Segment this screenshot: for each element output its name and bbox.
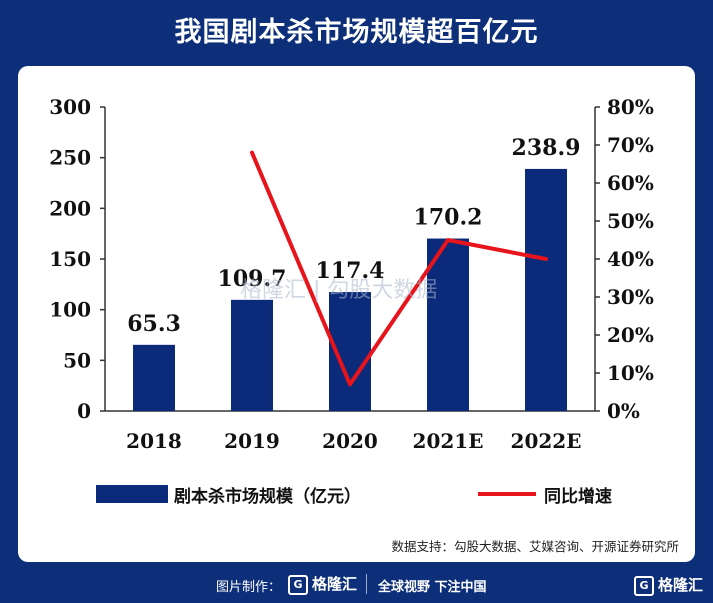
bar [427, 238, 469, 411]
x-tick-label: 2018 [126, 429, 182, 453]
footer-credit: 图片制作： [216, 580, 282, 595]
legend-line-label: 同比增速 [544, 487, 612, 507]
bar [231, 299, 273, 411]
x-tick-label: 2021E [413, 429, 484, 453]
bar-value-label: 65.3 [127, 311, 181, 337]
x-tick-label: 2019 [224, 429, 280, 453]
y-left-tick-label: 300 [49, 95, 91, 119]
y-right-tick-label: 70% [607, 133, 654, 157]
growth-line [250, 150, 548, 387]
footer-slogan: 全球视野 下注中国 [378, 580, 487, 595]
chart-card: 0 50 100 150 200 250 300 0% 10% 20% 30% 40% 50% 60% 70… [18, 66, 695, 562]
y-right-tick-label: 40% [607, 247, 654, 271]
y-left-tick-label: 250 [49, 146, 91, 170]
corner-logo-text: 格隆汇 [657, 576, 703, 594]
footer: 图片制作： G 格隆汇 全球视野 下注中国 G 格隆汇 [0, 566, 713, 603]
corner-logo: G 格隆汇 [633, 574, 703, 596]
y-left-tick-label: 200 [49, 196, 91, 220]
corner-logo-icon: G [633, 575, 654, 596]
chart-svg: 0 50 100 150 200 250 300 0% 10% 20% 30% 40% 50% 60% 70… [49, 95, 654, 453]
watermark: 格隆汇 | 勾股大数据 [240, 278, 438, 303]
logo-icon: G [288, 574, 308, 595]
y-left-tick-label: 150 [49, 247, 91, 271]
y-right-tick-label: 80% [607, 95, 654, 119]
x-tick-label: 2022E [511, 429, 582, 453]
bar [133, 344, 175, 411]
y-right-tick-label: 60% [607, 171, 654, 195]
footer-logo-text: 格隆汇 [312, 575, 358, 593]
chart-title: 我国剧本杀市场规模超百亿元 [174, 17, 539, 48]
y-right-tick-label: 0% [607, 399, 640, 423]
y-left-tick-label: 0 [77, 399, 91, 423]
bar [525, 168, 567, 411]
bar-value-label: 117.4 [316, 258, 385, 284]
footer-logo: G 格隆汇 [288, 573, 357, 595]
y-right-tick-label: 50% [607, 209, 654, 233]
y-left-tick-label: 50 [63, 348, 91, 372]
y-right-tick-label: 10% [607, 361, 654, 385]
bar-value-label: 238.9 [512, 135, 581, 161]
footer-divider [366, 574, 367, 594]
bar-value-label: 170.2 [414, 205, 483, 231]
source-note: 数据支持：勾股大数据、艾媒咨询、开源证券研究所 [391, 539, 679, 554]
y-right-tick-label: 30% [607, 285, 654, 309]
y-right-tick-label: 20% [607, 323, 654, 347]
legend-bar-label: 剧本杀市场规模（亿元） [174, 487, 361, 507]
y-left-tick-label: 100 [49, 298, 91, 322]
legend-bar-swatch [96, 485, 168, 503]
legend-line-swatch [478, 492, 536, 496]
x-tick-label: 2020 [322, 429, 378, 453]
bar-value-label: 109.7 [218, 266, 287, 292]
